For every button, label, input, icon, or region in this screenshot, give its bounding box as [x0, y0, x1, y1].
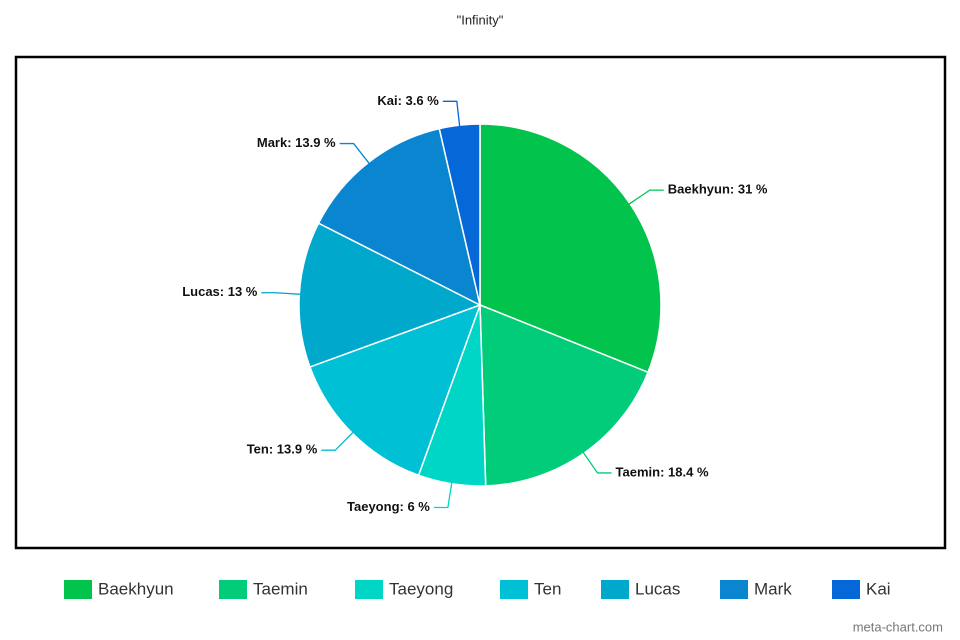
legend-swatch [832, 580, 860, 599]
legend-swatch [219, 580, 247, 599]
data-label: Lucas: 13 % [182, 284, 258, 299]
leader-line [339, 142, 371, 165]
legend-label: Taeyong [389, 579, 453, 598]
leader-line [261, 292, 302, 295]
leader-line [321, 431, 355, 451]
plot-frame [14, 55, 947, 550]
data-label: Kai: 3.6 % [377, 93, 439, 108]
leader-line [433, 481, 453, 509]
chart-title: "Infinity" [457, 12, 504, 27]
legend-swatch [500, 580, 528, 599]
legend-swatch [355, 580, 383, 599]
leader-line [582, 451, 612, 474]
data-label: Baekhyun: 31 % [668, 182, 768, 197]
leader-line [442, 100, 461, 128]
legend-label: Kai [866, 579, 891, 598]
data-label: Mark: 13.9 % [257, 135, 336, 150]
legend-swatch [601, 580, 629, 599]
watermark: meta-chart.com [853, 619, 943, 634]
data-label: Ten: 13.9 % [247, 442, 318, 457]
data-label: Taeyong: 6 % [347, 499, 430, 514]
legend-label: Taemin [253, 579, 308, 598]
legend-label: Baekhyun [98, 579, 174, 598]
legend-label: Ten [534, 579, 561, 598]
legend-swatch [64, 580, 92, 599]
legend-swatch [720, 580, 748, 599]
leader-line [627, 189, 664, 206]
legend-label: Lucas [635, 579, 680, 598]
legend-label: Mark [754, 579, 792, 598]
data-label: Taemin: 18.4 % [616, 464, 709, 479]
